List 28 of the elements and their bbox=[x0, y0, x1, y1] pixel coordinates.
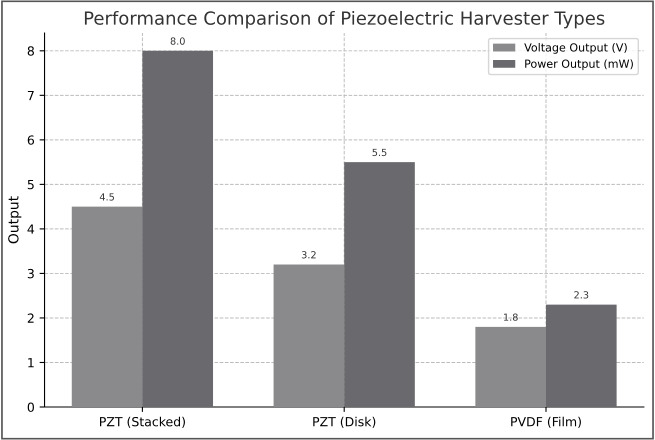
bar bbox=[274, 264, 344, 407]
data-label: 8.0 bbox=[170, 37, 185, 45]
y-tick-label: 4 bbox=[27, 224, 34, 234]
bar bbox=[344, 162, 415, 407]
bar bbox=[475, 326, 546, 407]
chart-title: Performance Comparison of Piezoelectric Harvester Types bbox=[84, 10, 604, 28]
y-tick-label: 7 bbox=[28, 90, 34, 100]
y-tick-label: 0 bbox=[28, 402, 34, 412]
bar bbox=[546, 304, 617, 407]
bar bbox=[142, 50, 214, 407]
y-tick-label: 8 bbox=[28, 46, 34, 56]
data-label: 5.5 bbox=[372, 148, 386, 156]
x-tick-label: PVDF (Film) bbox=[511, 416, 581, 428]
x-tick-label: PZT (Disk) bbox=[313, 416, 376, 428]
y-axis-title: Output bbox=[8, 196, 22, 244]
legend-label: Voltage Output (V) bbox=[524, 43, 627, 54]
data-label: 2.3 bbox=[574, 291, 588, 299]
y-tick-label: 2 bbox=[28, 313, 34, 323]
x-tick-label: PZT (Stacked) bbox=[100, 416, 185, 428]
y-tick-label: 3 bbox=[28, 268, 34, 278]
legend-label: Power Output (mW) bbox=[525, 59, 633, 70]
y-tick-label: 5 bbox=[28, 180, 34, 190]
data-label: 1.8 bbox=[504, 313, 518, 321]
bar bbox=[72, 206, 142, 407]
data-label: 4.5 bbox=[100, 193, 114, 201]
y-tick-label: 6 bbox=[28, 135, 34, 145]
data-label: 3.2 bbox=[302, 251, 316, 258]
y-tick-label: 1 bbox=[28, 358, 34, 368]
